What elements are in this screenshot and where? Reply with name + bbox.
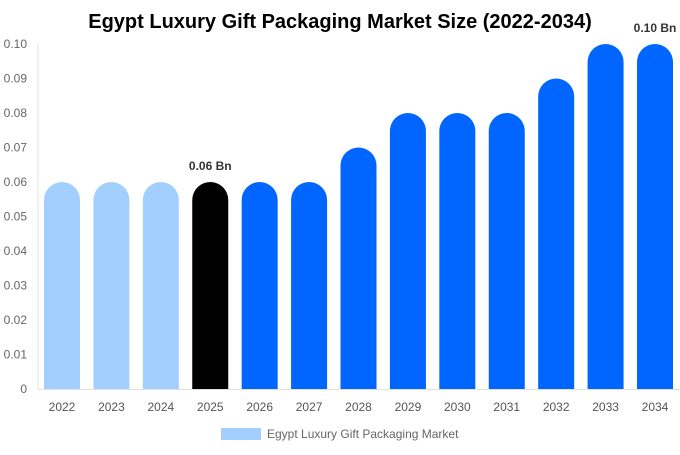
x-tick-label: 2031 (493, 400, 520, 414)
chart-title: Egypt Luxury Gift Packaging Market Size … (88, 11, 592, 33)
y-tick-label: 0.07 (4, 141, 28, 155)
x-tick-label: 2025 (197, 400, 224, 414)
bar-2025[interactable] (192, 182, 229, 389)
bar-2033[interactable] (587, 44, 624, 389)
x-tick-label: 2028 (345, 400, 372, 414)
x-tick-label: 2030 (444, 400, 471, 414)
x-tick-label: 2029 (395, 400, 422, 414)
y-tick-label: 0.02 (4, 313, 28, 327)
y-tick-label: 0.09 (4, 72, 28, 86)
y-tick-label: 0.01 (4, 348, 28, 362)
data-label: 0.10 Bn (634, 21, 677, 35)
legend-label[interactable]: Egypt Luxury Gift Packaging Market (267, 427, 459, 441)
data-label: 0.06 Bn (189, 159, 232, 173)
x-tick-label: 2027 (296, 400, 323, 414)
legend-swatch (221, 428, 261, 440)
bar-2034[interactable] (637, 44, 673, 389)
bar-2024[interactable] (142, 182, 179, 389)
y-tick-label: 0 (20, 382, 27, 396)
x-tick-label: 2023 (98, 400, 125, 414)
bar-2026[interactable] (241, 182, 278, 389)
x-tick-label: 2024 (147, 400, 174, 414)
bar-2028[interactable] (340, 147, 377, 390)
y-tick-label: 0.03 (4, 279, 28, 293)
y-tick-label: 0.05 (4, 210, 28, 224)
y-tick-label: 0.06 (4, 175, 28, 189)
bar-2031[interactable] (488, 113, 525, 389)
y-tick-label: 0.10 (4, 37, 28, 51)
x-tick-label: 2022 (49, 400, 76, 414)
bar-2027[interactable] (291, 182, 328, 389)
bar-2029[interactable] (389, 113, 426, 389)
bar-2023[interactable] (93, 182, 130, 389)
x-tick-label: 2026 (246, 400, 273, 414)
x-tick-label: 2032 (543, 400, 570, 414)
y-tick-label: 0.08 (4, 106, 28, 120)
x-tick-label: 2034 (642, 400, 669, 414)
bar-2032[interactable] (538, 78, 575, 390)
x-tick-label: 2033 (592, 400, 619, 414)
bar-2022[interactable] (44, 182, 80, 389)
bar-2030[interactable] (439, 113, 476, 389)
y-tick-label: 0.04 (4, 244, 28, 258)
